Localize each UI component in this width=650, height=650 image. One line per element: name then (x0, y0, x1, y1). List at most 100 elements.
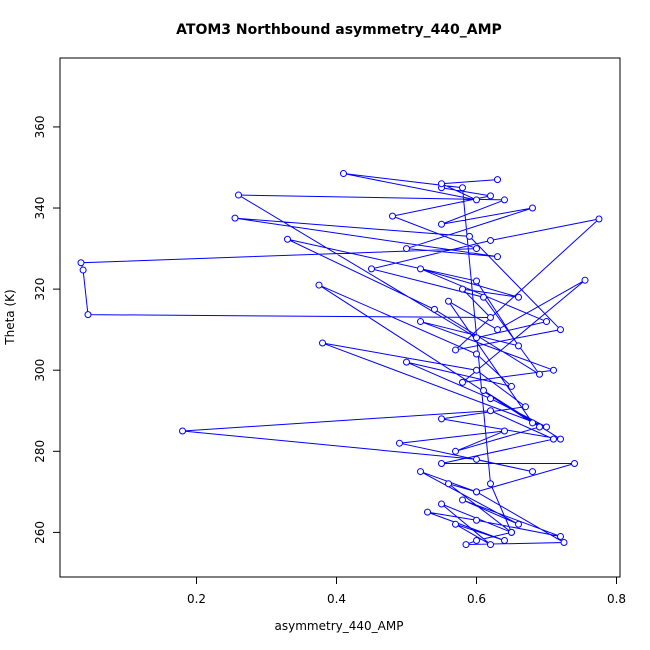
data-point (396, 439, 403, 447)
data-point (487, 192, 494, 200)
data-point (235, 191, 242, 199)
data-point (529, 468, 536, 476)
x-tick-label: 0.6 (467, 592, 486, 606)
data-point (473, 537, 480, 545)
data-point (529, 419, 536, 427)
data-point (438, 415, 445, 423)
data-point (473, 245, 480, 253)
data-point (231, 214, 239, 222)
data-point (84, 311, 92, 319)
data-point (424, 508, 431, 516)
data-point (452, 520, 459, 528)
data-point (515, 293, 522, 301)
data-point (487, 480, 494, 488)
data-point (487, 541, 494, 549)
data-point (487, 236, 494, 244)
data-point (315, 281, 323, 289)
data-point (529, 204, 536, 212)
data-point (543, 318, 550, 326)
data-point (494, 176, 501, 184)
data-point (473, 196, 480, 204)
data-point (431, 305, 438, 313)
data-point (403, 245, 410, 253)
data-point (494, 326, 501, 334)
data-point (462, 541, 470, 549)
data-point (473, 455, 480, 463)
y-tick-label: 300 (33, 359, 47, 382)
data-point (557, 532, 564, 540)
y-tick-label: 320 (33, 278, 47, 301)
data-line (80, 173, 601, 546)
data-point (403, 358, 410, 366)
data-point (515, 520, 522, 528)
data-point (557, 326, 564, 334)
data-point (340, 170, 347, 178)
data-point (417, 265, 424, 273)
data-point (487, 407, 494, 415)
data-point (438, 180, 445, 188)
data-point (550, 366, 557, 374)
data-point (466, 232, 473, 240)
data-point (473, 350, 480, 358)
plot-frame (59, 57, 621, 578)
data-point (595, 215, 603, 223)
data-point (508, 528, 515, 536)
data-point (459, 378, 466, 386)
data-point (550, 435, 557, 443)
x-tick-label: 0.8 (607, 592, 626, 606)
x-tick-label: 0.4 (327, 592, 346, 606)
data-point (319, 339, 326, 347)
data-point (515, 342, 522, 350)
y-axis-label: Theta (K) (3, 289, 17, 345)
data-point (543, 423, 550, 431)
data-point (438, 459, 445, 467)
data-point (501, 537, 508, 545)
data-point (79, 266, 87, 274)
data-point (417, 318, 424, 326)
data-point (417, 468, 424, 476)
data-point (445, 480, 452, 488)
data-point (368, 265, 375, 273)
x-tick-label: 0.2 (187, 592, 206, 606)
data-point (473, 334, 480, 342)
data-point (473, 366, 480, 374)
x-axis-label: asymmetry_440_AMP (275, 619, 404, 633)
y-tick-label: 260 (33, 521, 47, 544)
chart-title: ATOM3 Northbound asymmetry_440_AMP (176, 22, 502, 38)
data-point (438, 500, 445, 508)
data-point (581, 276, 589, 284)
data-point (452, 346, 459, 354)
data-point (536, 370, 543, 378)
y-tick-label: 280 (33, 440, 47, 463)
data-point (501, 427, 508, 435)
y-tick-label: 360 (33, 115, 47, 138)
data-point (487, 314, 494, 321)
data-point (389, 212, 396, 220)
data-point (557, 435, 564, 443)
data-point (501, 196, 508, 204)
data-point (536, 423, 543, 431)
data-point (459, 285, 466, 293)
data-point (77, 259, 85, 267)
data-point (284, 235, 291, 243)
data-point (459, 184, 466, 192)
data-point (438, 220, 445, 228)
data-point (494, 253, 501, 261)
y-tick-label: 340 (33, 197, 47, 220)
data-point (459, 496, 466, 504)
data-point (508, 382, 515, 390)
data-point (522, 403, 529, 411)
data-point (473, 277, 480, 285)
data-point (480, 386, 487, 394)
data-point (560, 539, 568, 547)
data-point (179, 427, 186, 435)
data-point (487, 395, 494, 403)
data-point (473, 488, 480, 496)
data-point (473, 516, 480, 524)
data-point (445, 297, 452, 305)
data-point (452, 447, 459, 455)
data-point (480, 293, 487, 301)
data-point (571, 459, 578, 467)
